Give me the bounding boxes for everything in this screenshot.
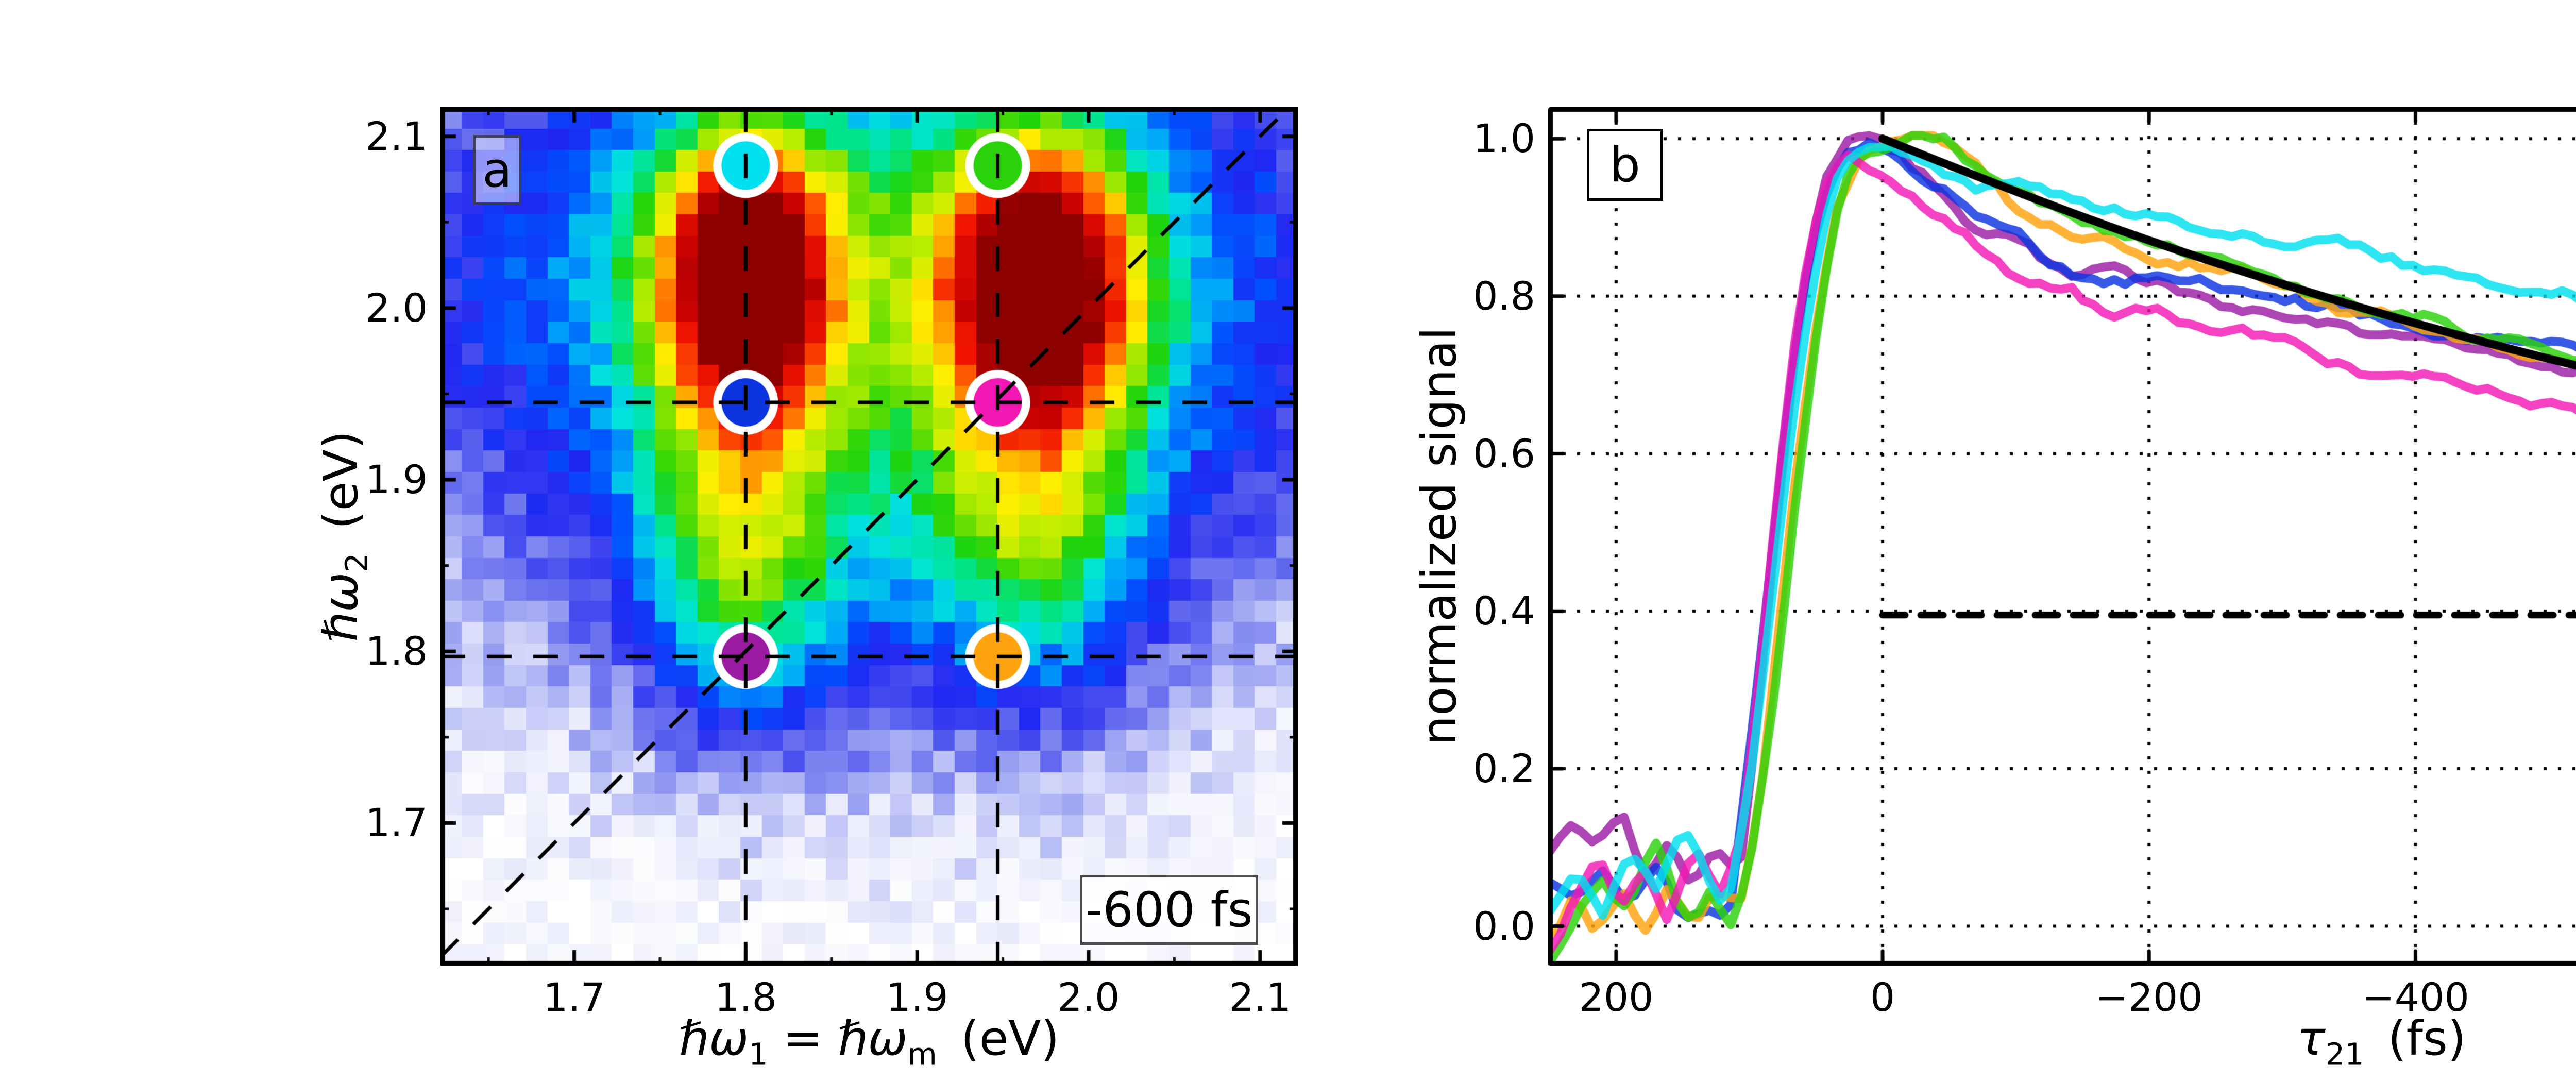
panel-b-ytick-label: 0.4 <box>1473 588 1535 634</box>
panel-b-yaxis-label: normalized signal <box>1412 176 1467 897</box>
panel-b-xaxis-label: τ21 (fs) <box>2021 1011 2576 1072</box>
panel-a-heatmap-canvas <box>440 107 1298 966</box>
panel-a-ytick-label: 1.8 <box>365 628 428 674</box>
panel-b-xlabel-unit: (fs) <box>2364 1011 2466 1066</box>
panel-b-ytick-label: 0.0 <box>1473 903 1535 949</box>
panel-a-xtick-label: 1.9 <box>886 974 948 1020</box>
panel-b-ytick-label: 0.6 <box>1473 430 1535 477</box>
panel-b-xtick-label: −400 <box>2362 974 2469 1020</box>
panel-b-ytick-label: 0.2 <box>1473 745 1535 791</box>
panel-a-ylabel-unit: (eV) <box>313 430 368 553</box>
panel-b-corner-label-text: b <box>1609 137 1640 193</box>
panel-a-ytick-label: 2.0 <box>365 284 428 331</box>
panel-b-xtick-label: 200 <box>1579 974 1654 1020</box>
panel-a-xtick-label: 2.1 <box>1229 974 1292 1020</box>
panel-a-xtick-label: 1.7 <box>543 974 606 1020</box>
panel-b-lineplot-canvas <box>1548 107 2576 966</box>
panel-b-xtick-label: −200 <box>2095 974 2203 1020</box>
panel-a-yaxis-label: ℏω2 (eV) <box>313 176 374 897</box>
panel-a-delay-annotation-text: -600 fs <box>1085 882 1253 938</box>
panel-b-ylabel-text: normalized signal <box>1412 327 1467 746</box>
panel-b-xlabel-math: τ <box>2297 1011 2326 1066</box>
panel-a-xaxis-label: ℏω1 = ℏωm (eV) <box>509 1011 1230 1072</box>
panel-a-ylabel-math: ℏω <box>313 572 368 643</box>
panel-b-xlabel-sub: 21 <box>2325 1036 2364 1072</box>
panel-a-xtick-label: 2.0 <box>1057 974 1120 1020</box>
panel-a-xlabel-sub2: m <box>907 1036 937 1072</box>
panel-b-corner-label: b <box>1587 129 1663 201</box>
panel-b-xtick-label: 0 <box>1870 974 1895 1020</box>
panel-a-xtick-label: 1.8 <box>714 974 777 1020</box>
panel-a-xlabel-math: ℏω <box>679 1011 749 1066</box>
panel-a-ylabel-sub: 2 <box>338 553 375 572</box>
panel-a-corner-label: a <box>473 135 521 205</box>
panel-a-xlabel-unit: (eV) <box>937 1011 1060 1066</box>
panel-a-ytick-label: 1.9 <box>365 457 428 503</box>
panel-b-ytick-label: 1.0 <box>1473 115 1535 162</box>
panel-a-xlabel-sub1: 1 <box>749 1036 768 1072</box>
panel-a-ytick-label: 2.1 <box>365 113 428 159</box>
panel-a-delay-annotation: -600 fs <box>1080 875 1258 945</box>
panel-b-ytick-label: 0.8 <box>1473 273 1535 319</box>
panel-a-corner-label-text: a <box>482 142 512 198</box>
panel-a-ytick-label: 1.7 <box>365 800 428 846</box>
panel-a-xlabel-math2: = ℏω <box>768 1011 908 1066</box>
